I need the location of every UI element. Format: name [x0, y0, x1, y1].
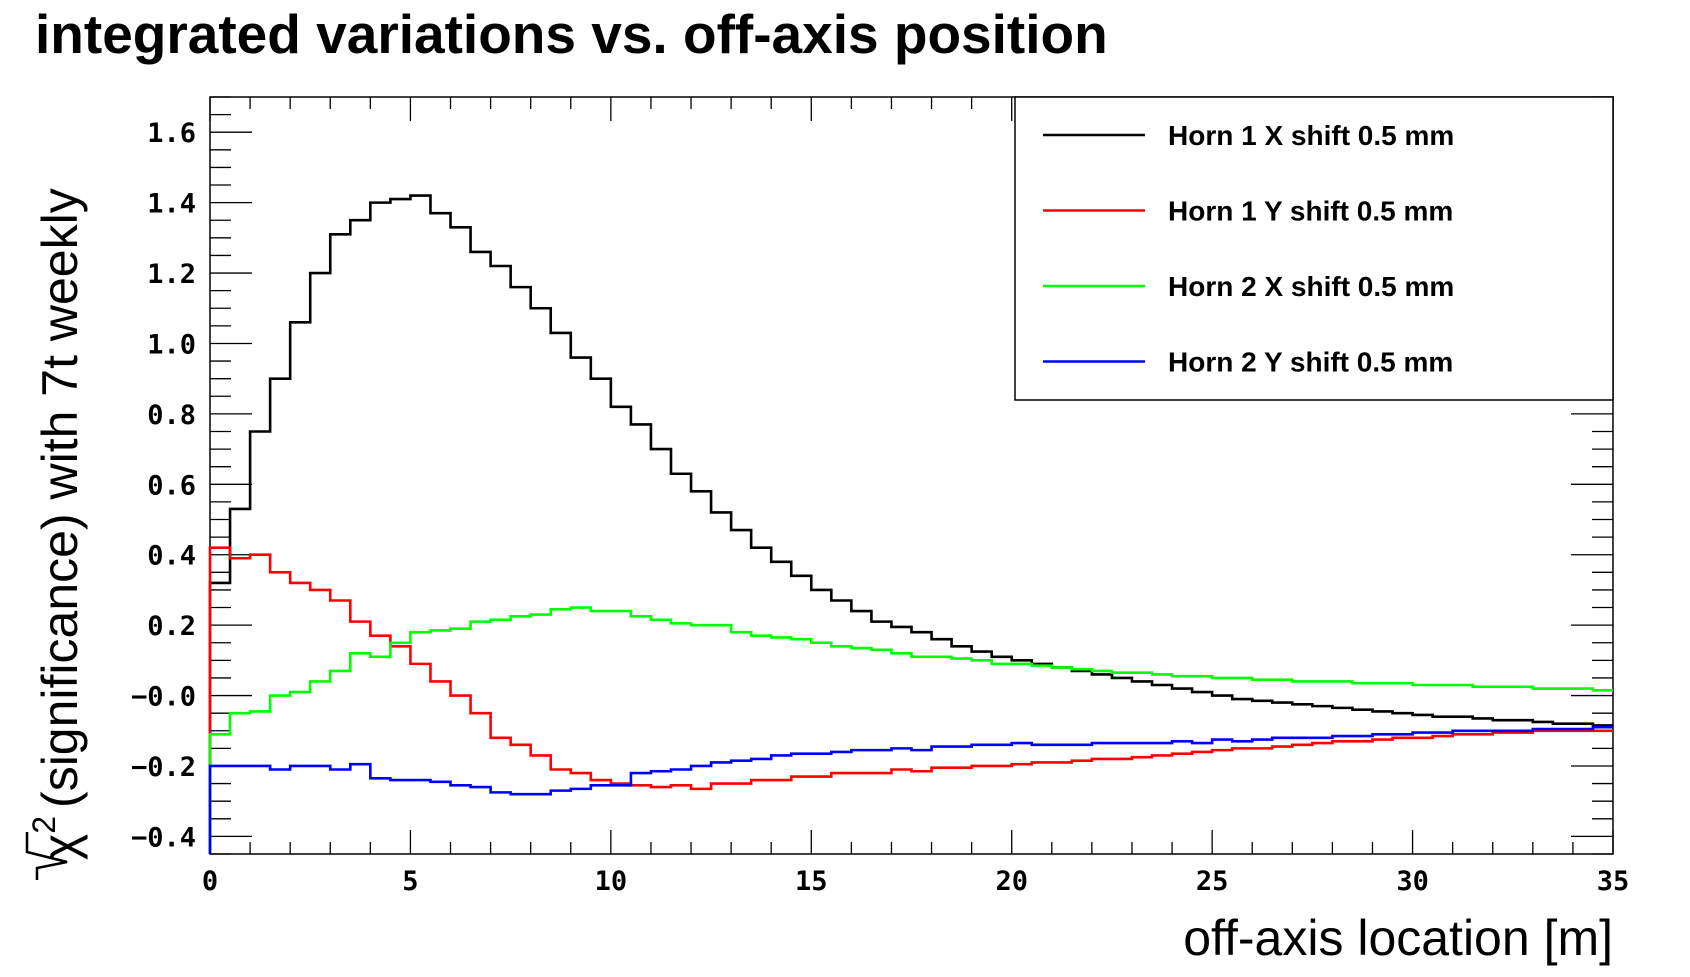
y-axis-label-text: (significance) with 7t weekly — [32, 188, 88, 808]
legend-box — [1014, 96, 1614, 401]
y-tick-label: −0.0 — [131, 682, 196, 713]
series-line-4 — [208, 725, 1613, 854]
y-tick-label: −0.4 — [131, 822, 196, 853]
x-tick-label: 10 — [595, 866, 628, 897]
x-axis-label: off-axis location [m] — [1183, 910, 1613, 966]
legend-label-2: Horn 1 Y shift 0.5 mm — [1168, 196, 1453, 227]
x-tick-label: 25 — [1196, 866, 1229, 897]
y-tick-label: 0.2 — [147, 611, 196, 642]
y-axis-label-math: χ — [32, 834, 88, 860]
x-tick-label: 5 — [402, 866, 418, 897]
series-line-1 — [208, 194, 1613, 854]
x-tick-label: 20 — [995, 866, 1028, 897]
y-tick-label: 1.4 — [147, 189, 196, 220]
axis-tick-labels: 0 5 10 15 20 25 30 35 −0.4 −0.2 −0.0 0.2 0.4 0.6 0.8 1.… — [131, 118, 1629, 897]
x-tick-label: 15 — [795, 866, 828, 897]
y-tick-label: −0.2 — [131, 752, 196, 783]
legend-label-3: Horn 2 X shift 0.5 mm — [1168, 271, 1454, 302]
legend-label-1: Horn 1 X shift 0.5 mm — [1168, 120, 1454, 151]
series-line-3 — [208, 606, 1613, 854]
y-axis-label-group: χ2 (significance) with 7t weekly — [25, 188, 88, 880]
x-tick-label: 35 — [1597, 866, 1630, 897]
series-lines — [208, 194, 1613, 854]
y-tick-label: 1.6 — [147, 118, 196, 149]
series-line-2 — [208, 546, 1613, 854]
legend-label-4: Horn 2 Y shift 0.5 mm — [1168, 347, 1453, 378]
y-tick-label: 1.0 — [147, 329, 196, 360]
plot-area: 0 5 10 15 20 25 30 35 −0.4 −0.2 −0.0 0.2 0.4 0.6 0.8 1.… — [131, 96, 1629, 897]
legend-entries: Horn 1 X shift 0.5 mm Horn 1 Y shift 0.5 … — [1043, 120, 1454, 378]
y-tick-label: 0.8 — [147, 400, 196, 431]
x-tick-label: 30 — [1396, 866, 1429, 897]
plot-frame — [209, 96, 1614, 855]
y-tick-label: 0.6 — [147, 470, 196, 501]
y-tick-label: 0.4 — [147, 541, 196, 572]
y-tick-label: 1.2 — [147, 259, 196, 290]
chart-title: integrated variations vs. off-axis posit… — [35, 3, 1108, 65]
x-tick-label: 0 — [202, 866, 218, 897]
y-axis-label-sup: 2 — [26, 816, 62, 834]
sqrt-symbol-icon — [25, 832, 68, 880]
y-axis-label: χ2 (significance) with 7t weekly — [26, 188, 88, 860]
legend: Horn 1 X shift 0.5 mm Horn 1 Y shift 0.5 … — [1014, 96, 1614, 401]
